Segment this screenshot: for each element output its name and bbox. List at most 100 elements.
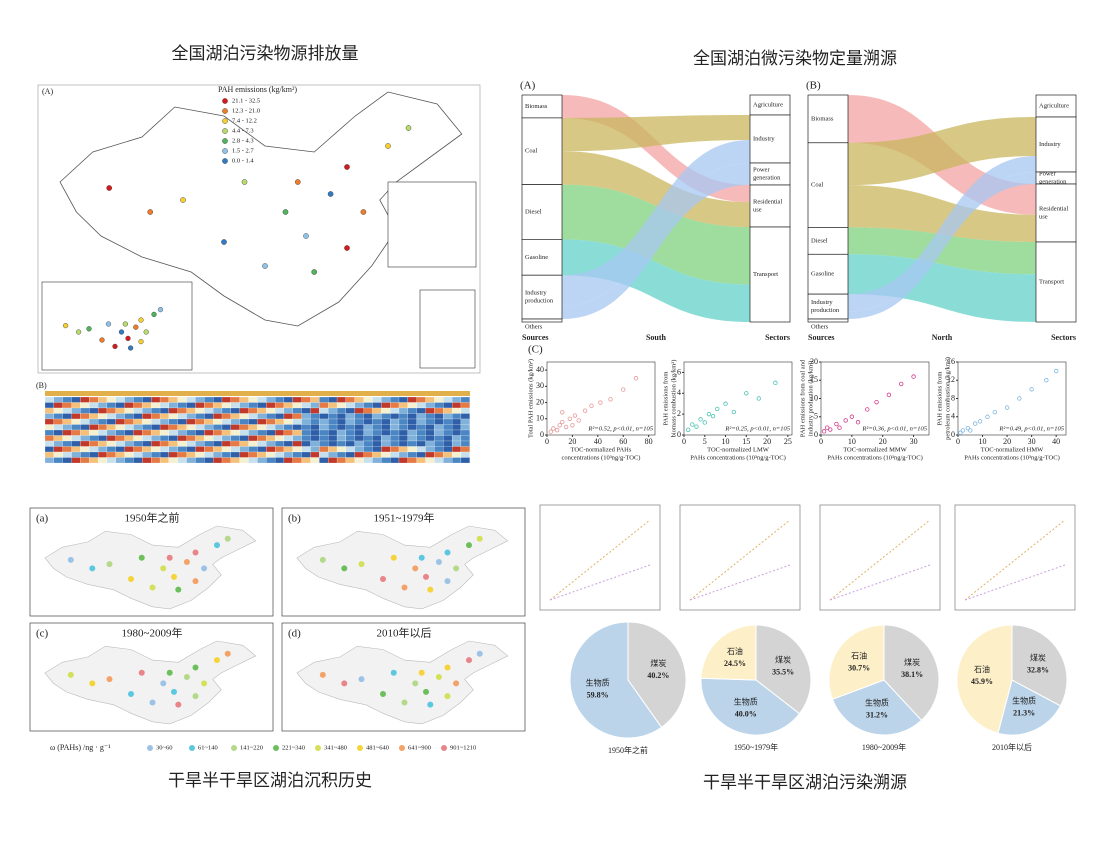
heatmap-cell [390,407,400,414]
pie-slice [831,679,923,736]
node-label: production [525,298,554,305]
annotation: R²=0.49, p<0.01, n=105 [998,425,1064,432]
node-label: Industry [811,299,833,306]
value-label: 31.2% [866,710,888,719]
site-dot [385,143,391,149]
site-dot [183,559,190,566]
site-dot [344,245,350,251]
sankey-node [807,142,849,228]
annotation: R²=0.25, p<0.01, n=105 [724,425,790,432]
node-label: generation [753,174,781,181]
site-dot [341,680,348,687]
heatmap-cell [97,413,108,420]
site-dot [112,343,118,350]
heatmap-cell [275,440,285,447]
point [706,411,712,417]
point [828,427,833,432]
heatmap-cell [460,402,470,409]
heatmap-cell [257,413,267,420]
section-title: 全国湖泊微污染物定量溯源 [693,49,897,68]
y-axis-label: PAH emissions from [936,372,943,426]
x-tick-label: 20 [763,437,771,446]
heatmap-cell [319,446,329,453]
heatmap-cell [62,446,72,453]
heatmap-cell [460,413,470,420]
heatmap-cell [452,457,462,464]
heatmap-cell [230,435,240,442]
point [567,416,573,421]
heatmap-cell [275,457,285,464]
point [563,424,569,430]
heatmap-cell [354,457,364,464]
heatmap-cell [80,424,90,431]
heatmap-cell [168,402,178,409]
heatmap-cell [381,396,391,403]
site-dot [435,559,442,566]
point [985,414,990,419]
heatmap-cell [80,396,90,403]
x-tick-label: 60 [619,437,627,446]
heatmap-cell [407,402,417,409]
point [598,400,603,405]
heatmap-cell [62,407,72,414]
heatmap-cell [133,440,143,447]
mini-trend [689,519,791,601]
heatmap-cell [230,429,240,436]
slice-label: 煤炭 [775,655,791,665]
heatmap-cell [115,396,125,403]
heatmap-cell [443,440,453,447]
pie-slice [569,621,663,739]
heatmap-cell [460,429,470,436]
site-dot [214,542,220,549]
heatmap-cell [283,418,293,425]
slice-label: 石油 [851,651,867,661]
heatmap-cell [425,418,435,425]
heatmap-cell [239,451,249,458]
heatmap-cell [257,396,267,403]
site-dot [444,664,451,671]
heatmap-cell [407,396,417,403]
heatmap-cell [159,440,170,447]
pie-slice [700,677,801,736]
heatmap-cell [354,413,364,420]
heatmap-cell [416,440,426,447]
heatmap-cell [195,435,205,442]
node-label: Industry [525,290,547,297]
heatmap-cell [336,402,346,409]
point [837,425,842,430]
legend-swatch [315,745,321,751]
heatmap-cell [416,451,426,458]
heatmap-cell [266,418,276,425]
x-tick-label: 10 [848,437,856,446]
site-dot [453,680,460,687]
heatmap-cell [275,396,285,403]
heatmap-cell [230,440,240,447]
heatmap-cell [257,435,267,442]
site-dot [62,323,69,329]
heatmap-cell [159,429,170,436]
heatmap-cell [301,424,311,431]
heatmap-cell [248,435,258,442]
heatmap-cell [230,446,240,453]
heatmap-cell [168,440,178,447]
heatmap-cell [266,407,276,414]
heatmap-cell [275,451,285,458]
heatmap-cell [195,451,205,458]
heatmap-cell [452,429,462,436]
heatmap-cell [230,402,240,409]
site-dot [319,556,326,563]
point [874,399,879,405]
x-axis-label: concentrations (10³ng/g-TOC) [562,454,641,461]
x-axis-label: PAHs concentrations (10³ng/g-TOC) [690,454,785,461]
heatmap-cell [239,424,249,431]
site-dot [192,578,199,585]
panel-label: (d) [288,628,301,640]
heatmap-cell [452,446,462,453]
heatmap-cell [168,413,178,420]
heatmap-cell [460,424,470,431]
value-label: 21.3% [1013,709,1035,718]
heatmap-cell [71,451,81,458]
heatmap-cell [425,429,435,436]
point [886,392,892,398]
